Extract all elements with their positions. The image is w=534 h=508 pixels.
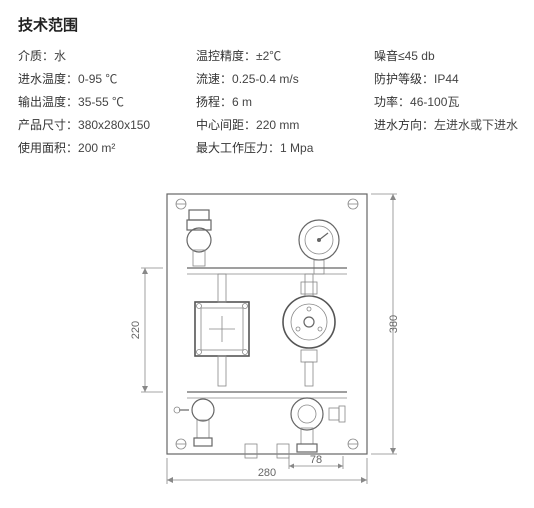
spec-cell: 使用面积：200 m² [18, 139, 188, 156]
svg-text:78: 78 [310, 454, 322, 466]
technical-diagram: 280 78 380 220 [112, 174, 422, 494]
spec-cell: 功率：46-100瓦 [374, 93, 518, 110]
svg-text:280: 280 [258, 467, 276, 479]
svg-text:220: 220 [130, 321, 142, 339]
spec-cell: 最大工作压力：1 Mpa [196, 139, 366, 156]
spec-cell: 流速：0.25-0.4 m/s [196, 70, 366, 87]
spec-cell: 噪音≤45 db [374, 47, 518, 64]
section-title: 技术范围 [18, 14, 516, 35]
spec-cell: 防护等级：IP44 [374, 70, 518, 87]
spec-cell: 扬程：6 m [196, 93, 366, 110]
spec-grid: 介质：水 温控精度：±2℃ 噪音≤45 db 进水温度：0-95 ℃ 流速：0.… [18, 47, 516, 156]
spec-cell: 温控精度：±2℃ [196, 47, 366, 64]
spec-cell: 进水方向：左进水或下进水 [374, 116, 518, 133]
spec-cell: 中心间距：220 mm [196, 116, 366, 133]
spec-cell: 产品尺寸：380x280x150 [18, 116, 188, 133]
spec-cell: 介质：水 [18, 47, 188, 64]
spec-cell: 输出温度：35-55 ℃ [18, 93, 188, 110]
svg-text:380: 380 [388, 315, 400, 333]
spec-cell: 进水温度：0-95 ℃ [18, 70, 188, 87]
diagram-svg: 280 78 380 220 [112, 174, 422, 494]
